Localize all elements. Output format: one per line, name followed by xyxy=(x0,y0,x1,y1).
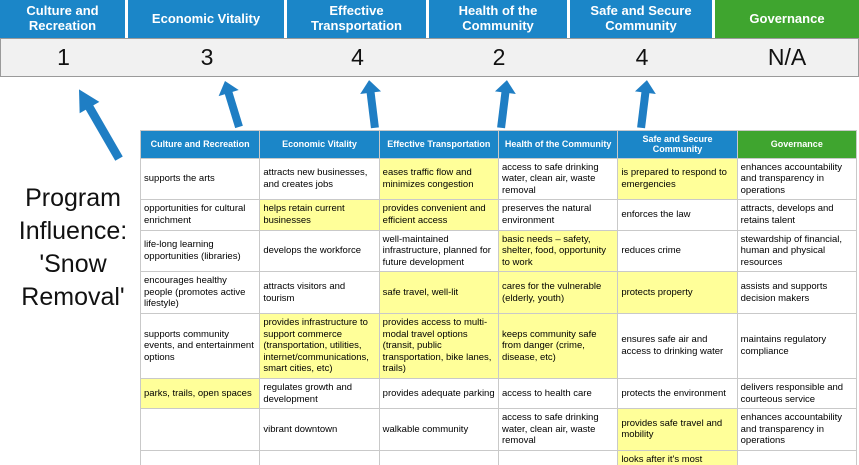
matrix-cell: eases traffic flow and minimizes congest… xyxy=(378,157,499,201)
matrix-cell: access to safe drinking water, clean air… xyxy=(497,408,619,451)
matrix-cell: walkable community xyxy=(378,408,499,451)
matrix-header-0: Culture and Recreation xyxy=(139,130,261,159)
score-safe-secure-community: 4 xyxy=(635,44,649,70)
up-arrow-icon xyxy=(634,80,656,129)
matrix-cell: opportunities for cultural enrichment xyxy=(139,199,261,231)
matrix-cell: preserves the natural environment xyxy=(497,199,619,231)
matrix-cell xyxy=(378,449,499,465)
matrix-cell: attracts new businesses, and creates job… xyxy=(259,157,380,201)
matrix-cell: maintains regulatory compliance xyxy=(736,313,858,379)
matrix-cell: enhances accountability and transparency… xyxy=(736,157,858,201)
matrix-cell: basic needs – safety, shelter, food, opp… xyxy=(497,229,619,273)
program-influence-label: Program Influence: 'Snow Removal' xyxy=(18,184,128,311)
matrix-header-5: Governance xyxy=(736,130,858,159)
matrix-cell: cares for the vulnerable (elderly, youth… xyxy=(497,271,619,315)
up-arrow-icon xyxy=(360,80,382,129)
influence-matrix-table: Culture and Recreation Economic Vitality E… xyxy=(139,130,858,465)
matrix-cell: access to health care xyxy=(497,377,619,410)
matrix-header-2: Effective Transportation xyxy=(378,130,499,159)
matrix-cell: protects property xyxy=(617,271,738,315)
score-economic-vitality: 3 xyxy=(200,44,214,70)
matrix-cell: looks after it's most vulnerable xyxy=(617,449,738,465)
matrix-row: opportunities for cultural enrichment hel… xyxy=(139,199,858,231)
matrix-cell: safe travel, well-lit xyxy=(378,271,499,315)
matrix-header-3: Health of the Community xyxy=(497,130,619,159)
matrix-cell: regulates growth and development xyxy=(259,377,380,410)
matrix-cell: provides safe travel and mobility xyxy=(617,408,738,451)
matrix-cell: attracts, develops and retains talent xyxy=(736,199,858,231)
matrix-cell: access to safe drinking water, clean air… xyxy=(497,157,619,201)
matrix-cell: provides access to multi-modal travel op… xyxy=(378,313,499,379)
up-arrow-icon xyxy=(218,81,243,129)
matrix-cell xyxy=(259,449,380,465)
matrix-cell: well-maintained infrastructure, planned … xyxy=(378,229,499,273)
category-effective-transportation: Effective Transportation xyxy=(287,0,426,38)
matrix-cell: assists and supports decision makers xyxy=(736,271,858,315)
up-arrow-icon xyxy=(79,89,123,161)
matrix-cell: vibrant downtown xyxy=(259,408,380,451)
up-arrow-icon xyxy=(494,80,516,129)
matrix-row: supports the arts attracts new businesses… xyxy=(139,157,858,201)
matrix-cell: develops the workforce xyxy=(259,229,380,273)
matrix-cell: supports community events, and entertain… xyxy=(139,313,261,379)
matrix-cell: provides adequate parking xyxy=(378,377,499,410)
matrix-cell: enforces the law xyxy=(617,199,738,231)
matrix-cell: protects the environment xyxy=(617,377,738,410)
score-governance: N/A xyxy=(767,44,807,70)
matrix-cell: enhances accountability and transparency… xyxy=(736,408,858,451)
matrix-cell: attracts visitors and tourism xyxy=(259,271,380,315)
matrix-header-4: Safe and Secure Community xyxy=(617,130,738,159)
score-band: 1 3 4 2 4 N/A xyxy=(0,38,859,77)
matrix-cell: provides convenient and efficient access xyxy=(378,199,499,231)
matrix-cell: life-long learning opportunities (librar… xyxy=(139,229,261,273)
category-header-band: Culture and Recreation Economic Vitality… xyxy=(0,0,859,38)
matrix-cell xyxy=(139,408,261,451)
category-health-community: Health of the Community xyxy=(429,0,567,38)
matrix-cell xyxy=(736,449,858,465)
matrix-cell: is prepared to respond to emergencies xyxy=(617,157,738,201)
matrix-cell: provides infrastructure to support comme… xyxy=(259,313,380,379)
matrix-cell: reduces crime xyxy=(617,229,738,273)
matrix-cell: parks, trails, open spaces xyxy=(139,377,261,410)
score-health-community: 2 xyxy=(492,44,506,70)
matrix-cell: ensures safe air and access to drinking … xyxy=(617,313,738,379)
matrix-cell: stewardship of financial, human and phys… xyxy=(736,229,858,273)
matrix-cell: encourages healthy people (promotes acti… xyxy=(139,271,261,315)
score-effective-transportation: 4 xyxy=(351,44,364,70)
matrix-cell: keeps community safe from danger (crime,… xyxy=(497,313,619,379)
category-culture-recreation: Culture and Recreation xyxy=(0,0,125,38)
matrix-row: supports community events, and entertain… xyxy=(139,313,858,379)
score-culture-recreation: 1 xyxy=(57,44,70,70)
matrix-cell: delivers responsible and courteous servi… xyxy=(736,377,858,410)
category-governance: Governance xyxy=(715,0,859,38)
matrix-row: vibrant downtown walkable community access… xyxy=(139,408,858,451)
matrix-row: looks after it's most vulnerable xyxy=(139,449,858,465)
matrix-row: encourages healthy people (promotes acti… xyxy=(139,271,858,315)
matrix-cell: helps retain current businesses xyxy=(259,199,380,231)
matrix-header-1: Economic Vitality xyxy=(259,130,380,159)
matrix-row: life-long learning opportunities (librar… xyxy=(139,229,858,273)
matrix-cell xyxy=(497,449,619,465)
category-economic-vitality: Economic Vitality xyxy=(128,0,284,38)
matrix-header-row: Culture and Recreation Economic Vitality E… xyxy=(139,130,858,159)
matrix-row: parks, trails, open spaces regulates grow… xyxy=(139,377,858,410)
matrix-cell: supports the arts xyxy=(139,157,261,201)
category-safe-secure-community: Safe and Secure Community xyxy=(570,0,712,38)
matrix-cell xyxy=(139,449,261,465)
